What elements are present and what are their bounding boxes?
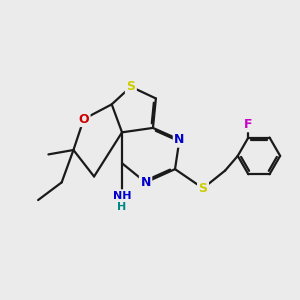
Text: N: N: [140, 176, 151, 189]
Text: O: O: [78, 112, 89, 126]
Text: F: F: [244, 118, 253, 131]
Text: S: S: [199, 182, 208, 195]
Text: NH: NH: [113, 190, 132, 201]
Text: S: S: [126, 80, 135, 93]
Text: H: H: [117, 202, 127, 212]
Text: N: N: [174, 133, 184, 146]
